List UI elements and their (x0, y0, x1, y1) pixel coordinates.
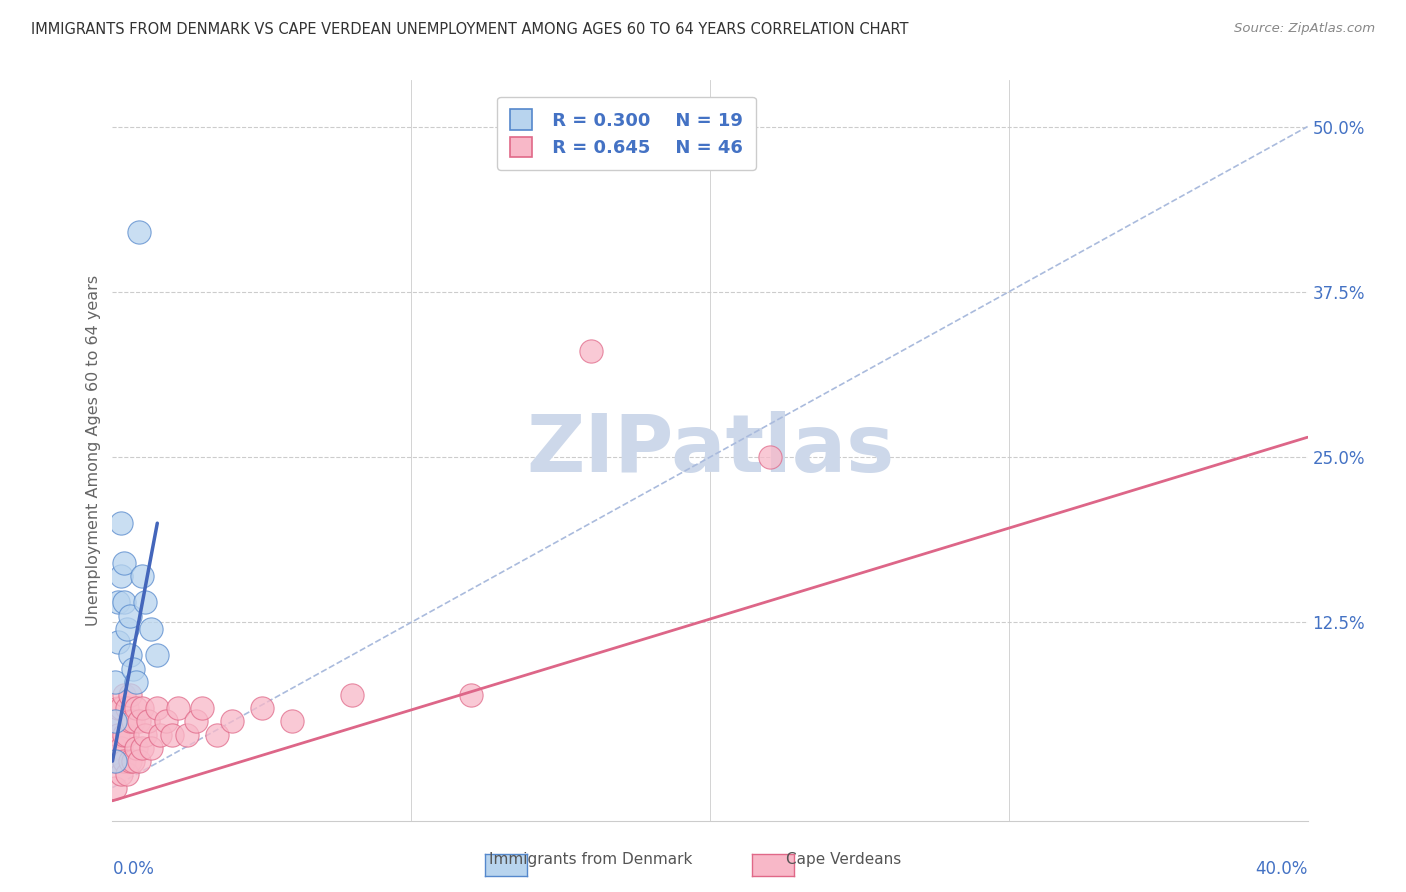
Point (120, 608, 142, 623)
Point (125, 701, 148, 715)
Point (221, 714, 243, 729)
Point (104, 674, 127, 689)
Point (128, 754, 150, 768)
Point (134, 728, 156, 742)
Point (155, 714, 177, 729)
Point (340, 688, 363, 702)
Point (125, 674, 148, 689)
Point (117, 728, 139, 742)
Point (114, 556, 135, 570)
Point (103, 754, 125, 768)
Point (128, 714, 150, 729)
Point (117, 622, 139, 636)
Point (104, 740, 127, 755)
Point (120, 648, 142, 663)
Text: ZIPatlas: ZIPatlas (526, 411, 894, 490)
Point (110, 701, 132, 715)
Point (107, 728, 129, 742)
Point (191, 701, 214, 715)
Point (460, 688, 482, 702)
Point (162, 728, 183, 742)
Point (114, 754, 135, 768)
Point (149, 728, 172, 742)
Point (122, 754, 145, 768)
Point (579, 344, 602, 359)
Point (104, 754, 127, 768)
Point (120, 688, 142, 702)
Text: 40.0%: 40.0% (1256, 860, 1308, 879)
Point (134, 595, 156, 609)
Point (110, 516, 132, 531)
Point (205, 728, 228, 742)
Legend:  R = 0.300    N = 19,  R = 0.645    N = 46: R = 0.300 N = 19, R = 0.645 N = 46 (498, 96, 755, 170)
Point (120, 714, 142, 729)
Text: Cape Verdeans: Cape Verdeans (786, 852, 901, 867)
Point (114, 595, 135, 609)
Point (110, 740, 132, 755)
Text: Source: ZipAtlas.com: Source: ZipAtlas.com (1234, 22, 1375, 36)
Point (114, 728, 135, 742)
Point (186, 714, 208, 729)
Point (104, 714, 127, 729)
Point (122, 714, 145, 729)
Text: IMMIGRANTS FROM DENMARK VS CAPE VERDEAN UNEMPLOYMENT AMONG AGES 60 TO 64 YEARS C: IMMIGRANTS FROM DENMARK VS CAPE VERDEAN … (31, 22, 908, 37)
Point (107, 595, 129, 609)
Point (107, 701, 129, 715)
Point (114, 688, 135, 702)
Point (104, 714, 127, 729)
Point (138, 714, 160, 729)
Point (104, 780, 127, 795)
Point (131, 569, 153, 583)
Point (176, 728, 198, 742)
Y-axis label: Unemployment Among Ages 60 to 64 years: Unemployment Among Ages 60 to 64 years (86, 275, 101, 626)
Point (281, 714, 304, 729)
Point (250, 701, 273, 715)
Point (146, 701, 169, 715)
Point (117, 701, 139, 715)
Point (141, 622, 163, 636)
Point (110, 569, 132, 583)
Point (107, 635, 129, 649)
Point (128, 225, 150, 239)
Point (107, 754, 129, 768)
Point (167, 701, 190, 715)
Point (122, 662, 145, 676)
Point (146, 648, 169, 663)
Text: 0.0%: 0.0% (112, 860, 155, 879)
Text: Immigrants from Denmark: Immigrants from Denmark (489, 852, 692, 867)
Point (125, 740, 148, 755)
Point (120, 754, 142, 768)
Point (131, 740, 153, 755)
Point (110, 767, 132, 781)
Point (117, 767, 139, 781)
Point (141, 740, 163, 755)
Point (131, 701, 153, 715)
Point (759, 450, 782, 464)
